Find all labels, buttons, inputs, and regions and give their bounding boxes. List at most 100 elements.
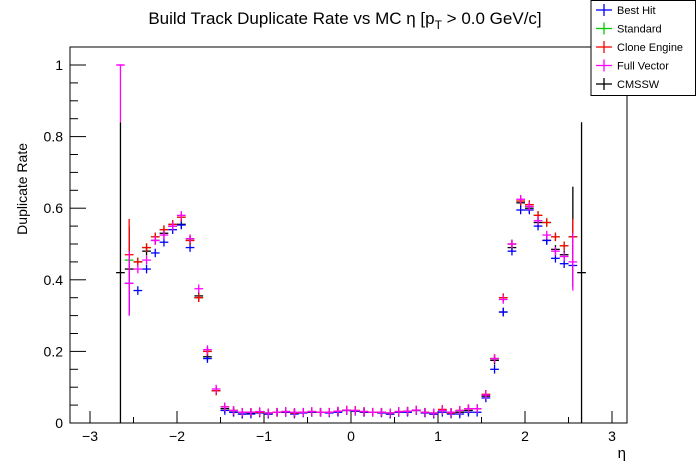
legend-item: Clone Engine bbox=[596, 41, 683, 54]
data-point bbox=[246, 407, 256, 417]
x-tick-label: 3 bbox=[608, 428, 616, 444]
data-point bbox=[124, 251, 134, 316]
data-point bbox=[333, 406, 343, 416]
data-point bbox=[498, 307, 508, 317]
data-point bbox=[394, 407, 404, 416]
data-point bbox=[551, 232, 560, 242]
data-point bbox=[420, 407, 430, 417]
legend-label: Best Hit bbox=[617, 5, 656, 17]
data-point bbox=[498, 295, 508, 304]
data-point bbox=[542, 218, 552, 227]
data-point bbox=[516, 205, 525, 215]
legend-item: CMSSW bbox=[596, 78, 660, 91]
data-point bbox=[472, 404, 482, 413]
x-tick-label: 1 bbox=[434, 428, 442, 444]
x-tick-label: −2 bbox=[169, 428, 185, 444]
data-point bbox=[324, 407, 334, 417]
series-full-vector bbox=[116, 64, 578, 418]
data-point bbox=[490, 365, 499, 374]
data-point bbox=[290, 407, 299, 417]
data-point bbox=[255, 407, 264, 416]
data-point bbox=[142, 243, 151, 252]
legend-label: CMSSW bbox=[617, 79, 660, 91]
x-tick-label: −3 bbox=[82, 428, 98, 444]
data-point bbox=[368, 407, 378, 417]
data-point bbox=[211, 384, 221, 394]
data-point bbox=[237, 407, 247, 417]
data-point bbox=[411, 405, 421, 415]
data-point bbox=[307, 407, 317, 416]
data-point bbox=[142, 255, 151, 265]
data-point bbox=[446, 407, 456, 417]
chart-title: Build Track Duplicate Rate vs MC η [pT >… bbox=[148, 9, 541, 32]
data-point bbox=[116, 64, 125, 123]
data-point bbox=[481, 390, 491, 400]
series-clone-engine bbox=[124, 196, 578, 418]
data-point bbox=[551, 246, 560, 256]
data-point bbox=[342, 405, 351, 415]
data-point bbox=[203, 345, 212, 354]
data-point bbox=[316, 407, 325, 417]
legend: Best Hit Standard Clone Engine Full Vector C… bbox=[590, 0, 696, 96]
y-tick-label: 0.2 bbox=[44, 343, 64, 359]
data-point bbox=[577, 122, 586, 423]
data-point bbox=[377, 407, 386, 417]
y-tick-label: 0 bbox=[55, 415, 63, 431]
data-point bbox=[568, 233, 578, 291]
data-point bbox=[150, 248, 160, 258]
data-point bbox=[559, 252, 569, 261]
data-point bbox=[159, 237, 169, 247]
data-point bbox=[359, 407, 369, 416]
data-point bbox=[455, 406, 465, 415]
data-point bbox=[229, 406, 238, 415]
y-tick-label: 0.8 bbox=[44, 129, 64, 145]
data-point bbox=[264, 408, 273, 418]
data-point bbox=[351, 406, 360, 415]
x-tick-label: 0 bbox=[347, 428, 355, 444]
y-tick-label: 1 bbox=[55, 57, 63, 73]
data-point bbox=[133, 286, 143, 295]
data-point bbox=[516, 194, 525, 204]
legend-item: Best Hit bbox=[596, 4, 656, 17]
data-point bbox=[168, 221, 177, 231]
data-point bbox=[150, 236, 160, 245]
data-point bbox=[533, 216, 543, 226]
x-tick-label: 2 bbox=[521, 428, 529, 444]
legend-item: Full Vector bbox=[596, 59, 669, 73]
data-point bbox=[185, 234, 195, 243]
data-point bbox=[559, 259, 569, 268]
data-point bbox=[403, 406, 412, 416]
data-point bbox=[438, 406, 447, 415]
data-point bbox=[177, 211, 186, 220]
data-point bbox=[133, 264, 143, 274]
y-tick-label: 0.6 bbox=[44, 200, 64, 216]
data-point bbox=[429, 408, 438, 418]
y-axis-label: Duplicate Rate bbox=[14, 143, 30, 235]
data-point bbox=[272, 407, 282, 417]
data-point bbox=[142, 264, 151, 274]
data-point bbox=[194, 293, 204, 302]
x-axis-label: η bbox=[618, 445, 626, 462]
data-point bbox=[116, 122, 125, 423]
y-tick-label: 0.4 bbox=[44, 272, 64, 288]
legend-item: Standard bbox=[596, 22, 662, 36]
data-point bbox=[559, 241, 569, 251]
data-point bbox=[464, 404, 473, 413]
data-point bbox=[385, 408, 395, 418]
legend-label: Clone Engine bbox=[617, 42, 683, 54]
data-point bbox=[525, 202, 534, 211]
data-point bbox=[220, 402, 230, 412]
plot-frame bbox=[69, 46, 628, 424]
series-cmssw bbox=[116, 122, 586, 423]
data-point bbox=[177, 220, 186, 230]
series-standard bbox=[124, 196, 578, 418]
data-point bbox=[194, 284, 204, 294]
data-point bbox=[298, 407, 308, 417]
legend-label: Full Vector bbox=[617, 61, 669, 73]
data-point bbox=[507, 239, 517, 249]
series-best-hit bbox=[124, 205, 578, 419]
x-tick-label: −1 bbox=[256, 428, 272, 444]
data-point bbox=[159, 230, 169, 240]
